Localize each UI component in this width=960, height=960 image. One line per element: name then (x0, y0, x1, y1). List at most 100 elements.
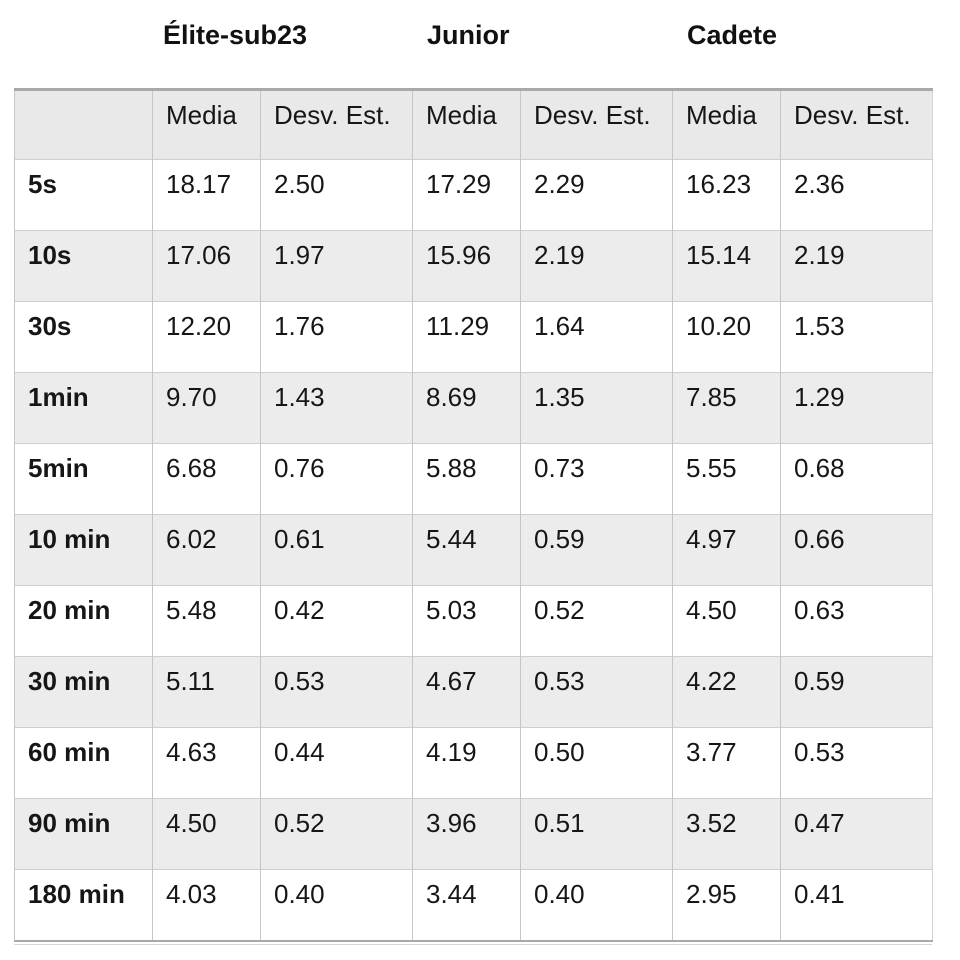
table-row: 20 min 5.48 0.42 5.03 0.52 4.50 0.63 (14, 585, 933, 657)
row-label: 60 min (14, 727, 153, 799)
cell-value: 10.20 (672, 301, 781, 373)
cell-value: 1.29 (780, 372, 933, 444)
cell-value: 0.47 (780, 798, 933, 870)
cell-value: 3.52 (672, 798, 781, 870)
cell-value: 3.77 (672, 727, 781, 799)
cell-value: 6.02 (152, 514, 261, 586)
cell-value: 2.19 (520, 230, 673, 302)
cell-value: 4.19 (412, 727, 521, 799)
cell-value: 0.63 (780, 585, 933, 657)
cell-value: 11.29 (412, 301, 521, 373)
cell-value: 0.53 (780, 727, 933, 799)
subheader-row: Media Desv. Est. Media Desv. Est. Media … (14, 89, 933, 160)
row-label: 30s (14, 301, 153, 373)
cell-value: 0.52 (260, 798, 413, 870)
table-row: 180 min 4.03 0.40 3.44 0.40 2.95 0.41 (14, 869, 933, 941)
cell-value: 17.29 (412, 159, 521, 231)
cell-value: 18.17 (152, 159, 261, 231)
cell-value: 1.43 (260, 372, 413, 444)
cell-value: 8.69 (412, 372, 521, 444)
cell-value: 0.53 (520, 656, 673, 728)
col-header-media-junior: Media (412, 89, 521, 160)
table-row: 5s 18.17 2.50 17.29 2.29 16.23 2.36 (14, 159, 933, 231)
table-row: 30s 12.20 1.76 11.29 1.64 10.20 1.53 (14, 301, 933, 373)
col-header-media-elite: Media (152, 89, 261, 160)
cell-value: 0.41 (780, 869, 933, 941)
row-label: 5min (14, 443, 153, 515)
table-row: 60 min 4.63 0.44 4.19 0.50 3.77 0.53 (14, 727, 933, 799)
cell-value: 0.61 (260, 514, 413, 586)
cell-value: 4.63 (152, 727, 261, 799)
cell-value: 0.73 (520, 443, 673, 515)
cell-value: 16.23 (672, 159, 781, 231)
col-header-desv-cadete: Desv. Est. (780, 89, 933, 160)
col-header-desv-elite: Desv. Est. (260, 89, 413, 160)
results-table: Media Desv. Est. Media Desv. Est. Media … (14, 88, 933, 942)
cell-value: 0.59 (520, 514, 673, 586)
cell-value: 2.50 (260, 159, 413, 231)
cell-value: 4.97 (672, 514, 781, 586)
row-label: 10 min (14, 514, 153, 586)
cell-value: 6.68 (152, 443, 261, 515)
table-row: 90 min 4.50 0.52 3.96 0.51 3.52 0.47 (14, 798, 933, 870)
cell-value: 4.67 (412, 656, 521, 728)
cell-value: 2.95 (672, 869, 781, 941)
cell-value: 0.44 (260, 727, 413, 799)
cell-value: 0.52 (520, 585, 673, 657)
cell-value: 0.42 (260, 585, 413, 657)
cell-value: 0.50 (520, 727, 673, 799)
bottom-rule (14, 943, 932, 945)
cell-value: 0.40 (520, 869, 673, 941)
cell-value: 5.55 (672, 443, 781, 515)
cell-value: 0.76 (260, 443, 413, 515)
cell-value: 5.88 (412, 443, 521, 515)
table-row: 10 min 6.02 0.61 5.44 0.59 4.97 0.66 (14, 514, 933, 586)
cell-value: 0.53 (260, 656, 413, 728)
cell-value: 1.64 (520, 301, 673, 373)
cell-value: 4.50 (672, 585, 781, 657)
cell-value: 1.53 (780, 301, 933, 373)
row-label: 30 min (14, 656, 153, 728)
group-header-cadete: Cadete (687, 20, 778, 50)
cell-value: 1.76 (260, 301, 413, 373)
col-header-desv-junior: Desv. Est. (520, 89, 673, 160)
cell-value: 4.50 (152, 798, 261, 870)
cell-value: 3.96 (412, 798, 521, 870)
cell-value: 12.20 (152, 301, 261, 373)
row-label: 1min (14, 372, 153, 444)
cell-value: 15.14 (672, 230, 781, 302)
table-row: 1min 9.70 1.43 8.69 1.35 7.85 1.29 (14, 372, 933, 444)
col-header-media-cadete: Media (672, 89, 781, 160)
cell-value: 15.96 (412, 230, 521, 302)
group-header-junior: Junior (427, 20, 510, 50)
cell-value: 4.03 (152, 869, 261, 941)
row-label: 180 min (14, 869, 153, 941)
cell-value: 4.22 (672, 656, 781, 728)
cell-value: 5.44 (412, 514, 521, 586)
table-row: 30 min 5.11 0.53 4.67 0.53 4.22 0.59 (14, 656, 933, 728)
group-header-elite-sub23: Élite-sub23 (163, 20, 308, 50)
cell-value: 7.85 (672, 372, 781, 444)
cell-value: 0.40 (260, 869, 413, 941)
corner-cell (14, 89, 153, 160)
row-label: 90 min (14, 798, 153, 870)
row-label: 10s (14, 230, 153, 302)
cell-value: 17.06 (152, 230, 261, 302)
cell-value: 2.19 (780, 230, 933, 302)
cell-value: 2.29 (520, 159, 673, 231)
cell-value: 2.36 (780, 159, 933, 231)
row-label: 20 min (14, 585, 153, 657)
table-row: 5min 6.68 0.76 5.88 0.73 5.55 0.68 (14, 443, 933, 515)
cell-value: 0.66 (780, 514, 933, 586)
cell-value: 0.68 (780, 443, 933, 515)
cell-value: 9.70 (152, 372, 261, 444)
cell-value: 5.11 (152, 656, 261, 728)
table-row: 10s 17.06 1.97 15.96 2.19 15.14 2.19 (14, 230, 933, 302)
cell-value: 1.97 (260, 230, 413, 302)
cell-value: 0.51 (520, 798, 673, 870)
results-table-wrap: Media Desv. Est. Media Desv. Est. Media … (14, 88, 933, 945)
row-label: 5s (14, 159, 153, 231)
cell-value: 5.03 (412, 585, 521, 657)
cell-value: 1.35 (520, 372, 673, 444)
